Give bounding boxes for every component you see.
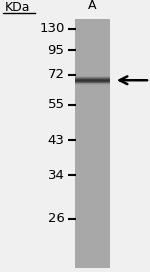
Bar	[75, 82, 110, 83]
Bar	[75, 19, 110, 268]
Text: A: A	[88, 0, 96, 13]
Text: 130: 130	[39, 22, 64, 35]
Text: 95: 95	[48, 44, 64, 57]
Bar	[75, 77, 110, 78]
Bar	[75, 78, 110, 79]
Bar	[75, 76, 110, 77]
Text: 26: 26	[48, 212, 64, 225]
Bar	[75, 81, 110, 82]
Bar	[75, 79, 110, 80]
Text: 43: 43	[48, 134, 64, 147]
Text: 34: 34	[48, 169, 64, 182]
Bar	[75, 80, 110, 81]
Bar	[75, 83, 110, 84]
Text: KDa: KDa	[4, 1, 30, 14]
Text: 55: 55	[48, 98, 64, 111]
Text: 72: 72	[48, 68, 64, 81]
Bar	[75, 84, 110, 85]
